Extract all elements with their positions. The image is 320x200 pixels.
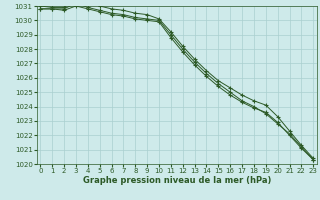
X-axis label: Graphe pression niveau de la mer (hPa): Graphe pression niveau de la mer (hPa) xyxy=(83,176,271,185)
